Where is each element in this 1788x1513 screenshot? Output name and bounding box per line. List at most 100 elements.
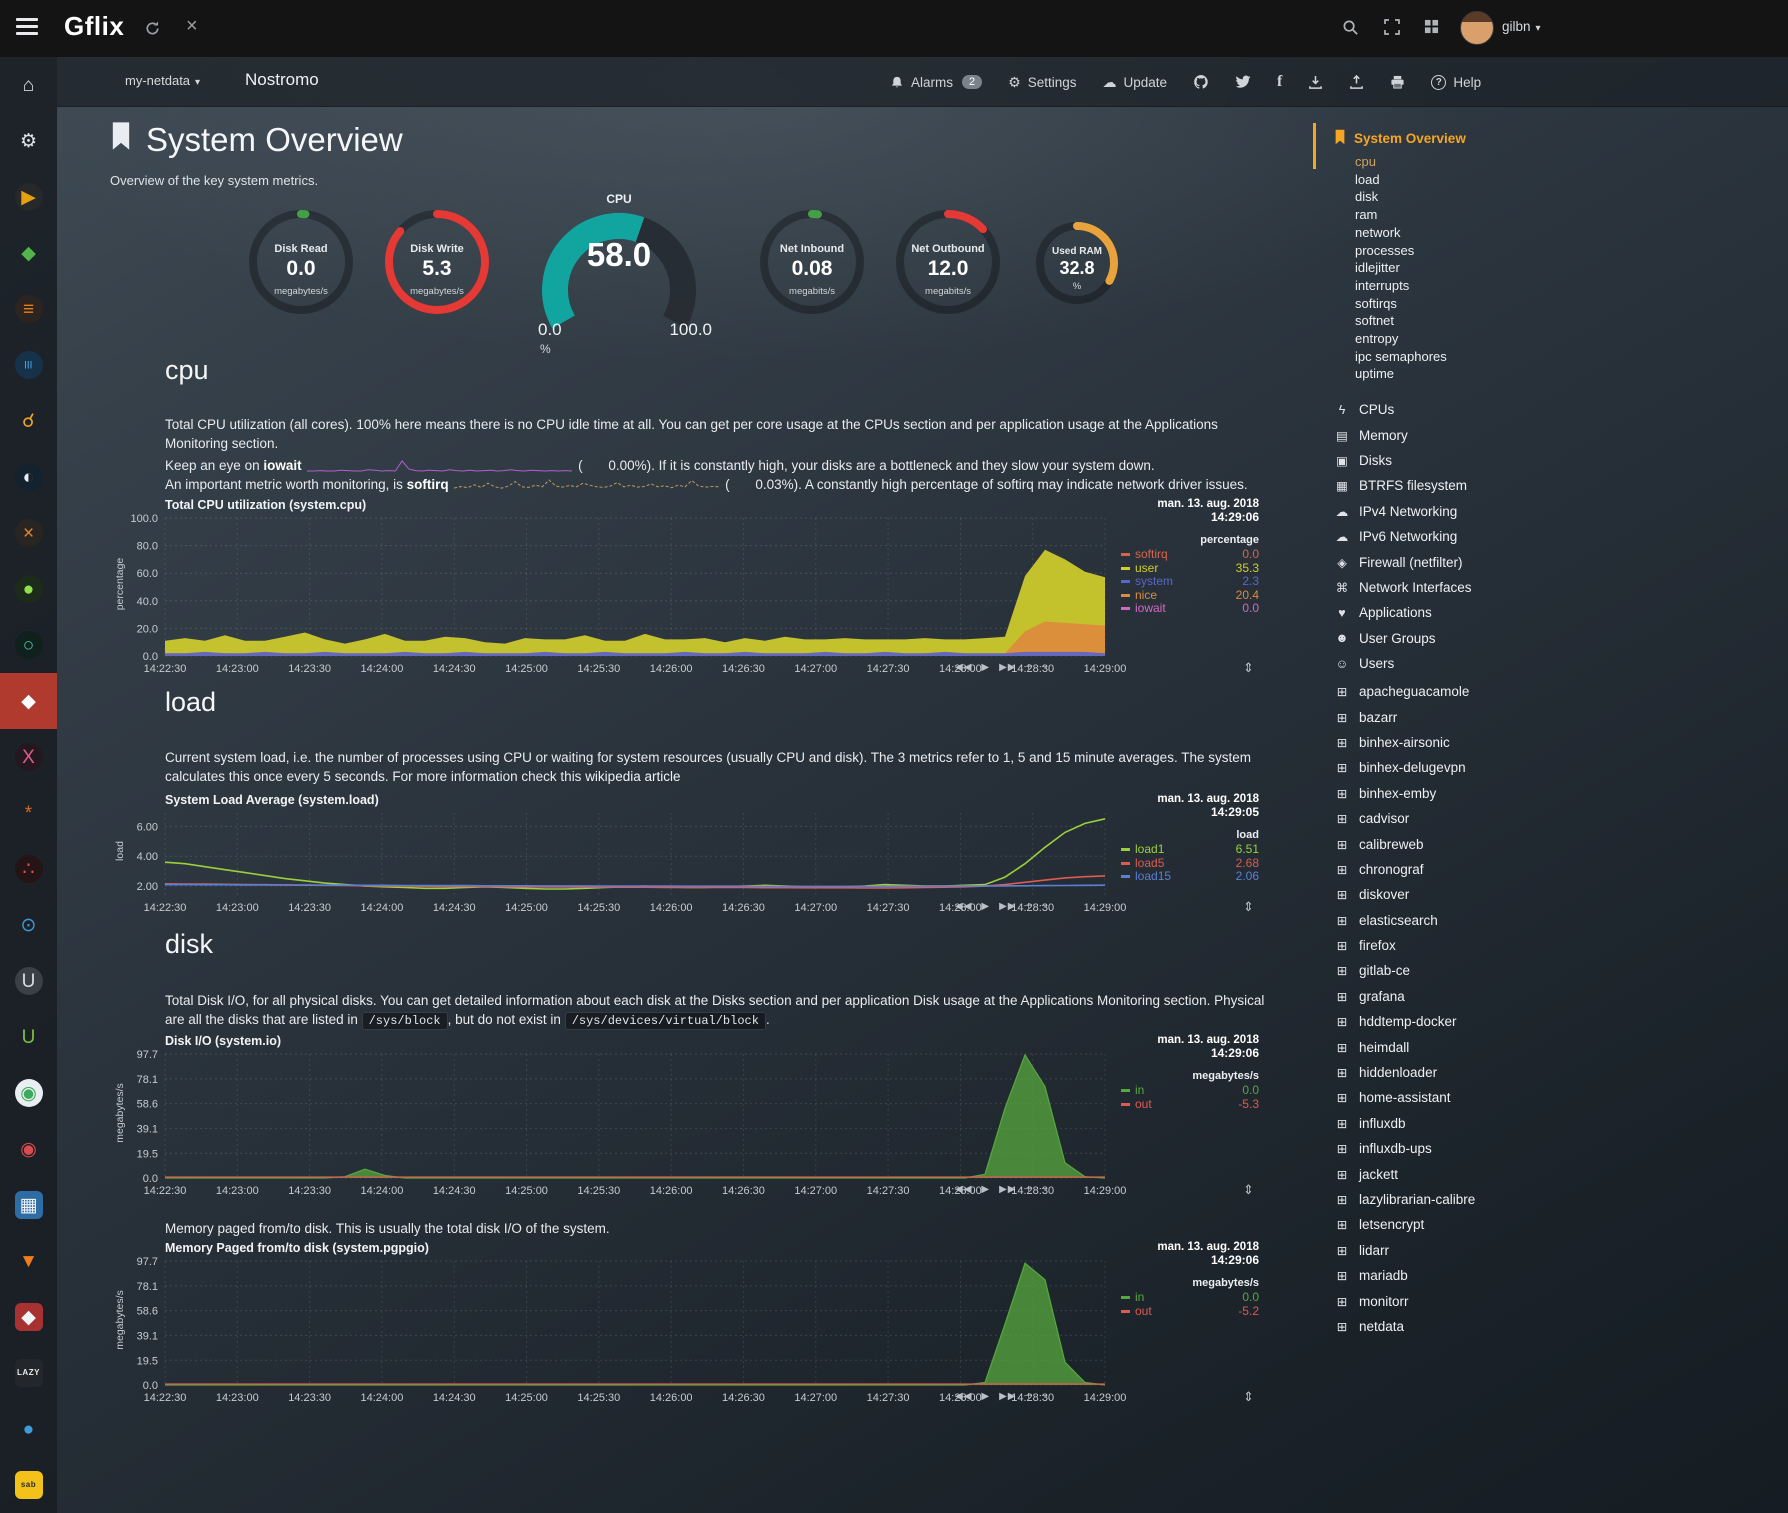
menu-app-apacheguacamole[interactable]: ⊞ apacheguacamole	[1334, 679, 1475, 704]
nextcloud-icon[interactable]: ⊙	[0, 897, 57, 953]
submenu-processes[interactable]: processes	[1355, 242, 1415, 258]
print-icon[interactable]	[1390, 75, 1405, 89]
refresh-icon[interactable]	[144, 20, 161, 40]
radarr-icon[interactable]: ×	[0, 505, 57, 561]
legend-item-load5[interactable]: load5 2.68	[1121, 856, 1259, 871]
ubooquity-icon[interactable]: *	[0, 785, 57, 841]
menu-app-binhex-emby[interactable]: ⊞ binhex-emby	[1334, 781, 1475, 806]
facebook-icon[interactable]: f	[1277, 73, 1283, 90]
jackett-icon[interactable]: ☌	[0, 393, 57, 449]
legend-item-user[interactable]: user 35.3	[1121, 561, 1259, 576]
layout-grid-icon[interactable]	[1424, 19, 1439, 37]
fullscreen-icon[interactable]	[1384, 19, 1400, 38]
legend-item-load15[interactable]: load15 2.06	[1121, 869, 1259, 884]
menu-app-hiddenloader[interactable]: ⊞ hiddenloader	[1334, 1060, 1475, 1085]
calibre-icon[interactable]: ≡	[0, 281, 57, 337]
chart-resize-handle[interactable]: ⇕	[1243, 1389, 1254, 1404]
menu-app-lidarr[interactable]: ⊞ lidarr	[1334, 1238, 1475, 1263]
unifi-icon[interactable]: U	[0, 1009, 57, 1065]
chart-skip-back-button[interactable]: ◀◀	[955, 901, 973, 912]
chart-zoom-out-button[interactable]: −	[1041, 1184, 1049, 1195]
netdata-icon[interactable]: ◆	[0, 673, 57, 729]
home-icon[interactable]: ⌂	[0, 57, 57, 113]
submenu-interrupts[interactable]: interrupts	[1355, 277, 1410, 293]
submenu-softirqs[interactable]: softirqs	[1355, 295, 1397, 311]
legend-item-out[interactable]: out -5.3	[1121, 1097, 1259, 1112]
menu-firewall[interactable]: ◈ Firewall (netfilter)	[1334, 549, 1472, 574]
submenu-cpu[interactable]: cpu	[1355, 154, 1376, 169]
menu-applications[interactable]: ♥ Applications	[1334, 600, 1472, 625]
chart-play-button[interactable]: ▶	[981, 662, 991, 673]
menu-app-calibreweb[interactable]: ⊞ calibreweb	[1334, 831, 1475, 856]
chart-skip-back-button[interactable]: ◀◀	[955, 662, 973, 673]
menu-app-influxdb[interactable]: ⊞ influxdb	[1334, 1111, 1475, 1136]
menu-ipv4-networking[interactable]: ☁ IPv4 Networking	[1334, 499, 1472, 524]
chart-skip-back-button[interactable]: ◀◀	[955, 1391, 973, 1402]
submenu-network[interactable]: network	[1355, 224, 1401, 240]
sonarr-icon[interactable]: ●	[0, 561, 57, 617]
chart-zoom-out-button[interactable]: −	[1041, 901, 1049, 912]
submenu-entropy[interactable]: entropy	[1355, 331, 1399, 347]
menu-app-mariadb[interactable]: ⊞ mariadb	[1334, 1263, 1475, 1288]
menu-app-bazarr[interactable]: ⊞ bazarr	[1334, 704, 1475, 729]
chart-skip-back-button[interactable]: ◀◀	[955, 1184, 973, 1195]
user-menu[interactable]: gilbn ▾	[1502, 19, 1541, 34]
pihole-icon[interactable]: ◉	[0, 1065, 57, 1121]
menu-system-overview[interactable]: System Overview	[1334, 129, 1466, 148]
lazylibrarian-icon[interactable]: LAZY	[0, 1345, 57, 1401]
menu-btrfs-filesystem[interactable]: ▦ BTRFS filesystem	[1334, 473, 1472, 498]
upload-icon[interactable]	[1349, 74, 1364, 90]
menu-app-grafana[interactable]: ⊞ grafana	[1334, 984, 1475, 1009]
couchpotato-icon[interactable]: X	[0, 729, 57, 785]
menu-memory[interactable]: ▤ Memory	[1334, 422, 1472, 447]
menu-app-jackett[interactable]: ⊞ jackett	[1334, 1161, 1475, 1186]
submenu-idlejitter[interactable]: idlejitter	[1355, 260, 1400, 276]
github-icon[interactable]	[1193, 74, 1209, 90]
menu-app-gitlab-ce[interactable]: ⊞ gitlab-ce	[1334, 958, 1475, 983]
disk-plot-area[interactable]: 14:22:30 14:23:00 14:23:30 14:24:00 14:24:30…	[110, 1049, 1127, 1216]
menu-app-diskover[interactable]: ⊞ diskover	[1334, 882, 1475, 907]
hamburger-menu-button[interactable]	[16, 17, 40, 39]
server-dropdown[interactable]: my-netdata ▾	[125, 73, 200, 88]
deluge-icon[interactable]: ●	[0, 1401, 57, 1457]
chart-zoom-in-button[interactable]: +	[1025, 662, 1033, 673]
sabnzbd-icon[interactable]: sab	[0, 1457, 57, 1513]
search-icon[interactable]	[1342, 19, 1359, 39]
legend-item-load1[interactable]: load1 6.51	[1121, 842, 1259, 857]
menu-app-cadvisor[interactable]: ⊞ cadvisor	[1334, 806, 1475, 831]
submenu-ipc-semaphores[interactable]: ipc semaphores	[1355, 348, 1447, 364]
heimdall-icon[interactable]: ▦	[0, 1177, 57, 1233]
chart-skip-forward-button[interactable]: ▶▶	[999, 901, 1017, 912]
airsonic-icon[interactable]: |||	[0, 337, 57, 393]
menu-app-home-assistant[interactable]: ⊞ home-assistant	[1334, 1085, 1475, 1110]
legend-item-out[interactable]: out -5.2	[1121, 1304, 1259, 1319]
menu-disks[interactable]: ▣ Disks	[1334, 448, 1472, 473]
chart-skip-forward-button[interactable]: ▶▶	[999, 1391, 1017, 1402]
menu-app-letsencrypt[interactable]: ⊞ letsencrypt	[1334, 1212, 1475, 1237]
menu-ipv6-networking[interactable]: ☁ IPv6 Networking	[1334, 524, 1472, 549]
submenu-load[interactable]: load	[1355, 171, 1380, 187]
settings-icon[interactable]: ⚙	[0, 113, 57, 169]
twitter-icon[interactable]	[1235, 75, 1251, 89]
menu-app-elasticsearch[interactable]: ⊞ elasticsearch	[1334, 908, 1475, 933]
menu-app-binhex-delugevpn[interactable]: ⊞ binhex-delugevpn	[1334, 755, 1475, 780]
chart-play-button[interactable]: ▶	[981, 1184, 991, 1195]
menu-app-binhex-airsonic[interactable]: ⊞ binhex-airsonic	[1334, 730, 1475, 755]
chart-resize-handle[interactable]: ⇕	[1243, 1182, 1254, 1197]
menu-app-influxdb-ups[interactable]: ⊞ influxdb-ups	[1334, 1136, 1475, 1161]
gauge-cpu[interactable]: CPU 58.0 0.0 100.0%	[514, 192, 724, 357]
legend-item-softirq[interactable]: softirq 0.0	[1121, 547, 1259, 562]
ombi-icon[interactable]: ○	[0, 617, 57, 673]
submenu-disk[interactable]: disk	[1355, 189, 1379, 205]
submenu-softnet[interactable]: softnet	[1355, 313, 1395, 329]
gauge-used-ram[interactable]: Used RAM 32.8%	[1031, 217, 1123, 309]
gauge-disk-write[interactable]: Disk Write 5.3 megabytes/s	[380, 205, 494, 319]
chart-skip-forward-button[interactable]: ▶▶	[999, 1184, 1017, 1195]
update-button[interactable]: ☁ Update	[1102, 74, 1167, 91]
menu-users[interactable]: ☺ Users	[1334, 651, 1472, 676]
menu-user-groups[interactable]: ☻ User Groups	[1334, 626, 1472, 651]
cpu-plot-area[interactable]: 14:22:30 14:23:00 14:23:30 14:24:00 14:24:30…	[110, 513, 1126, 694]
gauge-disk-read[interactable]: Disk Read 0.0 megabytes/s	[244, 205, 358, 319]
chart-play-button[interactable]: ▶	[981, 1391, 991, 1402]
chart-zoom-out-button[interactable]: −	[1041, 1391, 1049, 1402]
